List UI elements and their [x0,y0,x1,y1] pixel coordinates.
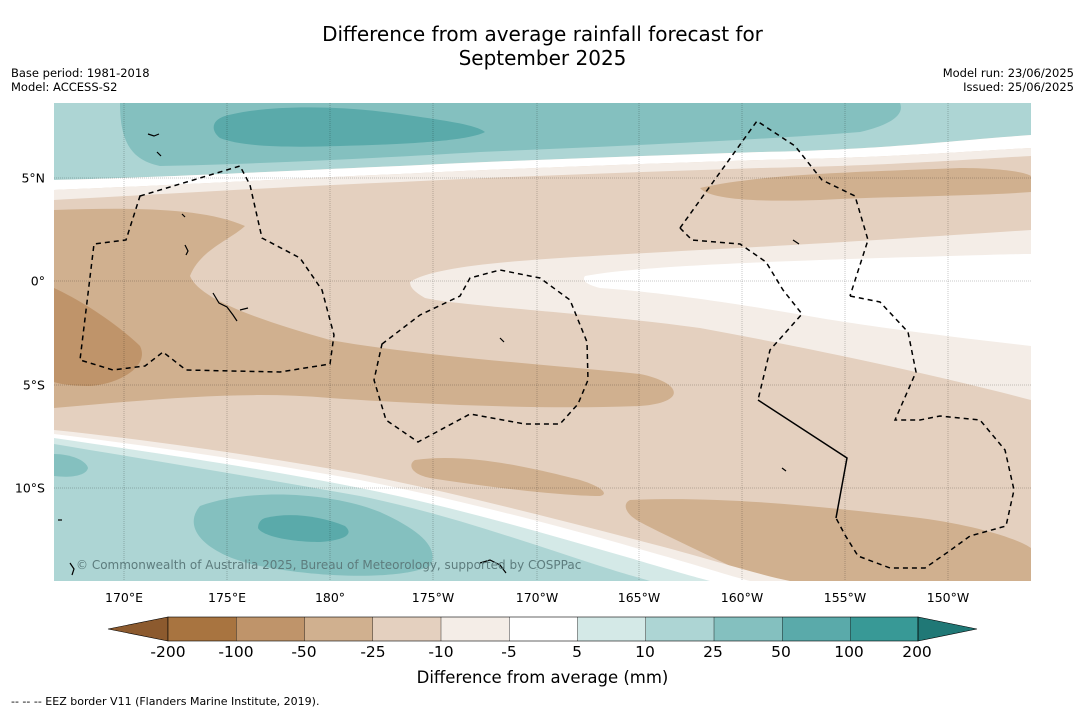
island [181,213,186,218]
field-north-minus10 [54,148,1031,200]
meta-right: Model run: 23/06/2025 Issued: 25/06/2025 [943,66,1074,94]
gridlines [54,103,1031,581]
colorbar-label: 10 [635,643,655,661]
eez-border-east-solid [757,399,848,519]
eez-footnote: -- -- -- EEZ border V11 (Flanders Marine… [11,695,320,708]
colorbar-label: 200 [902,643,932,661]
field-south-minus25-b [625,499,1031,581]
issued-date: Issued: 25/06/2025 [963,80,1074,94]
colorbar-band-3 [304,617,373,641]
title-line-2: September 2025 [458,46,627,70]
colorbar-band-10 [782,617,851,641]
eez-border-west [79,165,335,373]
y-tick-5S: 5°S [22,377,45,393]
x-tick-150W: 150°W [926,590,970,605]
island [499,337,505,343]
x-tick-165W: 165°W [617,590,661,605]
island [792,239,800,245]
x-tick-170E: 170°E [104,590,144,605]
colorbar-label: -5 [501,643,517,661]
colorbar-band-2 [236,617,305,641]
island [239,307,249,311]
field-east-white [583,254,1031,346]
colorbar-band-4 [372,617,441,641]
y-tick-5N: 5°N [21,170,45,186]
colorbar-frame [167,616,919,642]
field-south-minus25-a [411,458,604,496]
field-north-minus25 [700,168,1031,201]
x-tick-175E: 175°E [207,590,247,605]
x-tick-175W: 175°W [411,590,455,605]
island [781,467,787,472]
colorbar-label: -25 [360,643,386,661]
y-tick-10S: 10°S [14,480,45,496]
colorbar-title: Difference from average (mm) [416,668,669,687]
field-south-50-100 [258,515,349,542]
colorbar-extend-high [917,616,978,642]
eez-border-east-lower [835,295,1015,569]
colorbar-label: -100 [218,643,254,661]
base-period: Base period: 1981-2018 [11,66,150,80]
map-fields [54,103,1031,581]
colorbar-band-5 [441,617,510,641]
island [147,133,160,137]
eez-border-east-upper [679,119,869,297]
colorbar-extend-low [107,616,169,642]
x-tick-155W: 155°W [823,590,867,605]
island [184,244,189,256]
colorbar-band-11 [850,617,918,641]
copyright-notice: © Commonwealth of Australia 2025, Bureau… [76,558,582,572]
colorbar-band-8 [645,617,714,641]
colorbar-label: 5 [572,643,582,661]
field-west-minus50 [54,288,142,386]
title-line-1: Difference from average rainfall forecas… [322,22,763,46]
colorbar-band-6 [509,617,578,641]
colorbar-label: -50 [291,643,317,661]
island [69,562,75,576]
field-north-50-100 [213,107,485,147]
colorbar-dividers [236,617,851,641]
x-tick-180: 180° [314,590,346,605]
colorbar-band-7 [577,617,646,641]
meta-left: Base period: 1981-2018 Model: ACCESS-S2 [11,66,150,94]
field-west-minus25 [54,208,674,408]
field-north-white [54,135,1031,190]
colorbar-label: -10 [428,643,454,661]
eez-borders [79,119,1015,569]
colorbar-band-1 [168,617,237,641]
field-south-25-50-a [54,454,88,477]
colorbar-label: 100 [834,643,864,661]
colorbar-label: 25 [703,643,723,661]
map-title: Difference from average rainfall forecas… [0,22,1085,70]
model-name: Model: ACCESS-S2 [11,80,118,94]
colorbar-label: -200 [150,643,186,661]
model-run: Model run: 23/06/2025 [942,66,1074,80]
island [479,559,507,574]
colorbar-band-9 [714,617,783,641]
y-tick-0: 0° [30,273,45,289]
eez-border-east-mid [679,227,803,401]
colorbar-label: 50 [771,643,791,661]
x-tick-160W: 160°W [720,590,764,605]
x-tick-170W: 170°W [515,590,559,605]
island [156,151,162,157]
